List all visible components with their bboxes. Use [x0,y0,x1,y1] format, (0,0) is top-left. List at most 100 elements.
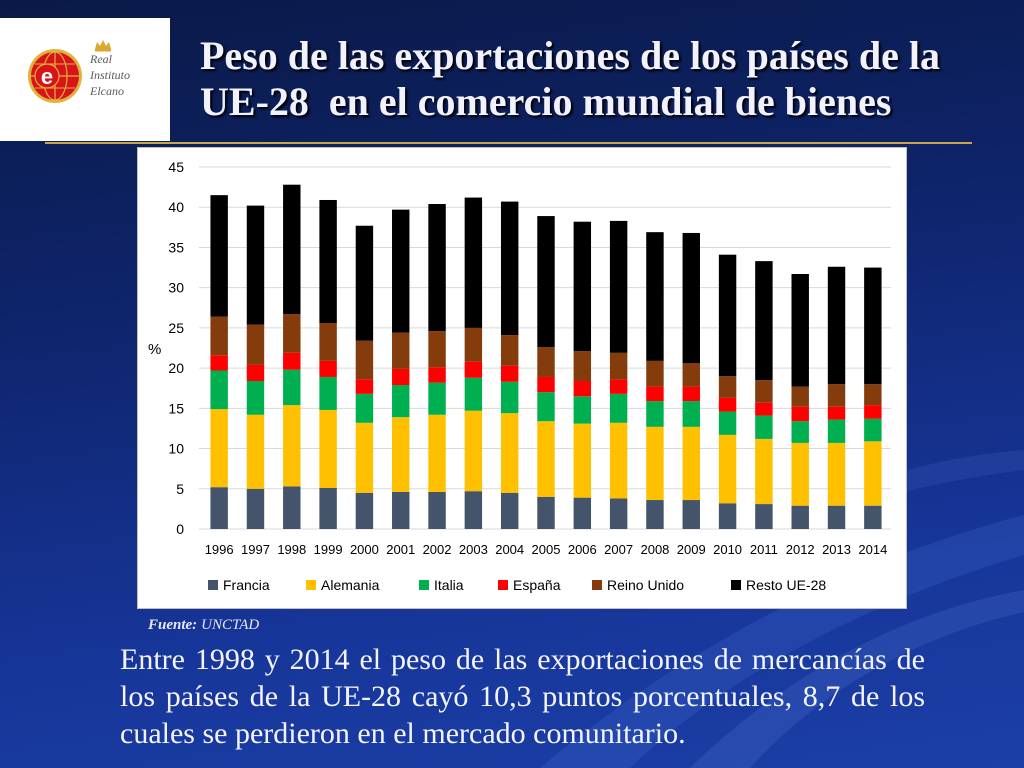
bar-reino-unido-2006 [573,351,592,381]
bar-reino-unido-2002 [428,331,446,368]
bar-alemania-2002 [428,414,446,492]
bar-italia-2003 [464,377,483,411]
bar-italia-2013 [827,419,846,443]
bar-alemania-2000 [355,422,374,493]
x-tick-label: 2010 [713,542,742,557]
legend-swatch-espana [498,580,508,590]
bar-italia-1997 [246,380,265,415]
title-line-1: Peso de las exportaciones de los países … [200,33,940,78]
bar-italia-2005 [537,392,555,422]
bar-alemania-2012 [791,442,809,506]
x-tick-label: 1999 [314,542,343,557]
y-tick-label: 30 [168,280,184,296]
bar-resto-ue-28-2012 [791,273,809,387]
legend-swatch-resto-ue-28 [731,580,741,590]
bar-francia-2009 [682,500,700,529]
bar-reino-unido-2010 [718,376,737,398]
bar-espana-2012 [791,406,809,422]
legend-label-alemania: Alemania [321,577,380,593]
bar-espana-2009 [682,386,700,402]
bar-espana-2002 [428,367,446,383]
bar-francia-1998 [283,486,301,529]
y-tick-label: 35 [168,239,184,255]
bar-resto-ue-28-2013 [827,266,846,385]
y-tick-label: 0 [176,521,184,537]
bar-reino-unido-2008 [646,360,664,387]
bar-italia-2010 [718,411,737,435]
bar-italia-2012 [791,421,809,443]
bar-alemania-1999 [319,409,337,488]
bar-alemania-2014 [864,441,882,506]
bar-resto-ue-28-2001 [392,209,410,333]
body-paragraph: Entre 1998 y 2014 el peso de las exporta… [120,641,925,752]
bar-resto-ue-28-2006 [573,221,592,352]
x-tick-label: 2008 [640,542,669,557]
crown-base-icon [95,49,111,52]
bar-reino-unido-2011 [755,380,773,403]
bar-espana-2007 [609,379,628,394]
bar-espana-2000 [355,379,374,394]
bar-espana-2014 [864,405,882,419]
bar-espana-2004 [500,365,519,382]
bar-espana-2003 [464,361,483,378]
bar-reino-unido-2012 [791,386,809,407]
bar-francia-1996 [210,487,228,529]
bar-francia-1999 [319,487,337,529]
bar-reino-unido-2005 [537,347,555,377]
bar-espana-2001 [392,368,410,386]
bar-italia-1999 [319,376,337,410]
page-title: Peso de las exportaciones de los países … [200,33,1000,125]
bar-alemania-2003 [464,410,483,492]
bar-reino-unido-2013 [827,384,846,407]
bar-alemania-1996 [210,409,228,488]
swoosh-band-2 [690,590,1024,768]
bar-espana-2011 [755,402,773,416]
bar-alemania-2011 [755,438,773,505]
y-axis-label: % [148,341,161,358]
x-tick-label: 2000 [350,542,379,557]
bar-francia-2003 [464,491,483,529]
bar-reino-unido-1997 [246,324,265,365]
bar-francia-2007 [609,498,628,529]
x-tick-label: 2011 [750,542,778,557]
x-tick-label: 2002 [423,542,452,557]
bar-italia-2008 [646,401,664,427]
y-tick-label: 40 [168,199,184,215]
logo-text-elcano: Elcano [90,84,124,98]
bar-resto-ue-28-2009 [682,232,700,364]
bar-alemania-2006 [573,423,592,498]
x-tick-label: 1996 [205,542,234,557]
bar-resto-ue-28-1997 [246,205,265,325]
source-value: UNCTAD [201,617,260,633]
logo-letter: e [41,64,53,89]
bar-resto-ue-28-2000 [355,225,374,341]
logo-letter-disc [34,63,60,89]
bar-italia-1996 [210,370,228,410]
bar-italia-2006 [573,396,592,424]
bar-reino-unido-2014 [864,384,882,406]
legend-swatch-reino-unido [592,580,602,590]
logo-mark-icon: e [28,40,111,103]
bar-francia-2011 [755,504,773,529]
x-tick-label: 2007 [604,542,633,557]
bar-reino-unido-2000 [355,340,374,380]
legend-swatch-italia [419,580,429,590]
bar-alemania-2013 [827,442,846,506]
bar-resto-ue-28-2014 [864,267,882,385]
bar-espana-1996 [210,355,228,371]
bar-alemania-2009 [682,426,700,501]
legend-swatch-alemania [306,580,316,590]
x-tick-label: 2005 [532,542,561,557]
bar-alemania-1997 [246,414,265,489]
y-tick-label: 20 [168,360,184,376]
bar-espana-2010 [718,397,737,412]
x-tick-label: 2001 [386,542,415,557]
bar-alemania-2001 [392,417,410,492]
x-tick-label: 2013 [822,542,851,557]
bar-francia-2013 [827,505,846,529]
legend-label-italia: Italia [434,577,464,593]
bar-resto-ue-28-2003 [464,197,483,328]
bar-francia-2014 [864,505,882,529]
bar-resto-ue-28-2010 [718,254,737,377]
bar-francia-2001 [392,491,410,529]
